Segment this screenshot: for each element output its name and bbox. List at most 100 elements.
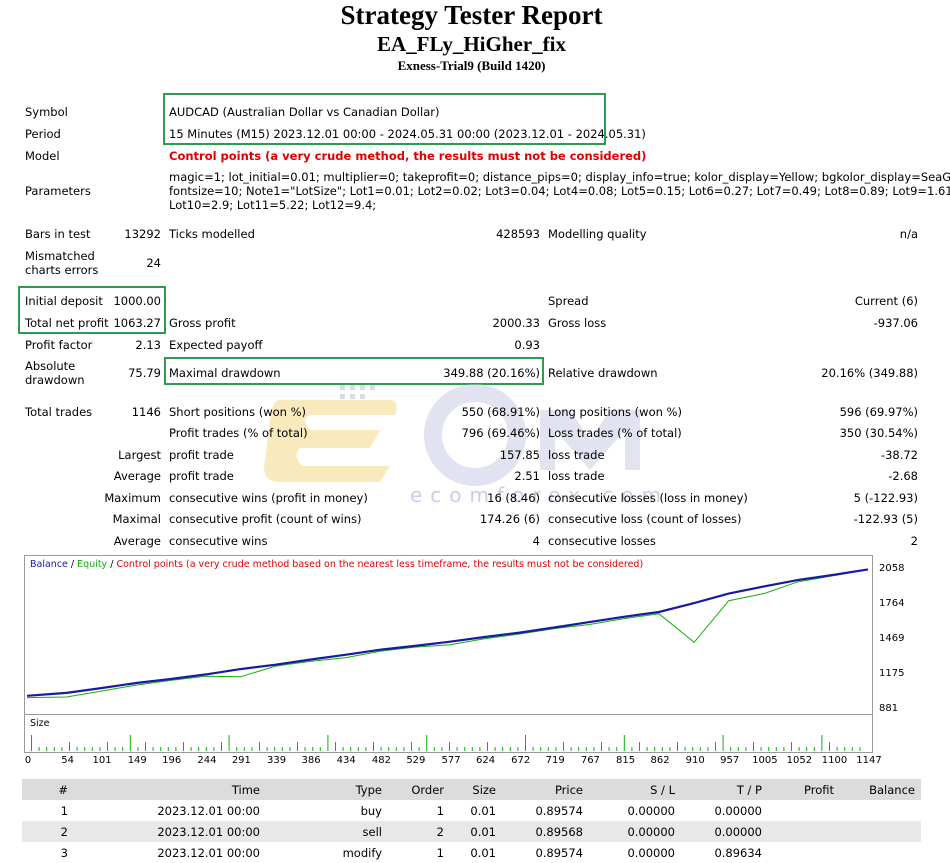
volume-bar bbox=[281, 747, 283, 751]
average-loss-label: loss trade bbox=[548, 469, 605, 483]
x-tick-label: 149 bbox=[127, 755, 147, 766]
volume-bar bbox=[479, 747, 481, 751]
rel-drawdown-label: Relative drawdown bbox=[548, 366, 658, 380]
period-value: 15 Minutes (M15) 2023.12.01 00:00 - 2024… bbox=[169, 127, 646, 141]
volume-bar bbox=[38, 747, 40, 751]
ea-name: EA_FLy_HiGher_fix bbox=[377, 32, 566, 56]
largest-loss-value: -38.72 bbox=[880, 448, 918, 462]
x-tick-label: 1005 bbox=[752, 755, 778, 766]
volume-bar bbox=[205, 747, 207, 751]
cell-number: 1 bbox=[60, 803, 68, 818]
size-volume-plot bbox=[31, 735, 861, 751]
volume-bar bbox=[259, 742, 260, 751]
loss-trades-label: Loss trades (% of total) bbox=[548, 426, 682, 440]
y-tick-label: 1175 bbox=[879, 668, 905, 680]
volume-bar bbox=[236, 747, 238, 751]
x-tick-label: 434 bbox=[336, 755, 356, 766]
max-consec-profit-label: consecutive profit (count of wins) bbox=[169, 512, 362, 526]
x-tick-label: 0 bbox=[24, 755, 32, 766]
largest-loss-label: loss trade bbox=[548, 448, 605, 462]
cell-balance bbox=[840, 821, 921, 842]
cell-type: sell bbox=[266, 821, 388, 842]
spread-label: Spread bbox=[548, 294, 589, 308]
balance-line bbox=[26, 568, 869, 697]
report-title: Strategy Tester Report bbox=[340, 0, 603, 30]
ecomforex-watermark: ecomforex.com bbox=[264, 384, 661, 507]
x-tick-label: 862 bbox=[650, 755, 670, 766]
volume-bar bbox=[84, 747, 86, 751]
volume-bar bbox=[221, 742, 222, 751]
col-profit: Profit bbox=[768, 779, 840, 800]
average-loss-value: -2.68 bbox=[888, 469, 918, 483]
volume-bar bbox=[167, 747, 169, 751]
abs-drawdown-label-1: Absolute bbox=[25, 359, 76, 373]
volume-bar bbox=[365, 747, 367, 751]
net-profit-label: Total net profit bbox=[25, 316, 109, 330]
cell-profit bbox=[768, 842, 840, 863]
x-tick-label: 482 bbox=[371, 755, 391, 766]
volume-bar bbox=[753, 742, 754, 751]
short-positions-value: 550 (68.91%) bbox=[461, 405, 540, 419]
equity-line bbox=[26, 569, 869, 699]
cell-size: 0.01 bbox=[450, 821, 502, 842]
volume-bar bbox=[707, 747, 709, 751]
volume-bar bbox=[578, 747, 580, 751]
volume-bar bbox=[342, 747, 344, 751]
highlight-deposit-net bbox=[18, 286, 166, 334]
parameters-line-1: magic=1; lot_initial=0.01; multiplier=0;… bbox=[169, 170, 950, 184]
highlight-max-drawdown bbox=[164, 357, 544, 385]
cell-number: 2 bbox=[22, 821, 74, 842]
volume-bar bbox=[395, 747, 397, 751]
volume-bar bbox=[53, 747, 55, 751]
y-tick-label: 1469 bbox=[879, 633, 905, 645]
volume-bar bbox=[69, 742, 70, 751]
volume-bar bbox=[547, 747, 549, 751]
x-tick-label: 101 bbox=[92, 755, 112, 766]
x-tick-label: 1100 bbox=[821, 755, 848, 766]
volume-bar bbox=[775, 747, 777, 751]
volume-bar bbox=[251, 747, 253, 751]
mismatch-value: 24 bbox=[146, 256, 161, 270]
x-tick-label: 910 bbox=[685, 755, 705, 766]
x-tick-label: 244 bbox=[197, 755, 217, 766]
volume-bar bbox=[487, 742, 488, 751]
volume-bar bbox=[418, 747, 420, 751]
long-positions-value: 596 (69.97%) bbox=[839, 405, 918, 419]
legend-separator-1: / bbox=[67, 559, 78, 570]
gross-profit-value: 2000.33 bbox=[492, 316, 540, 330]
mismatch-label-1: Mismatched bbox=[25, 249, 95, 263]
cell-time: 2023.12.01 00:00 bbox=[157, 803, 260, 818]
table-row: 2 2023.12.01 00:00 sell 2 0.01 0.89568 0… bbox=[22, 821, 921, 842]
volume-bar bbox=[646, 747, 648, 751]
profit-factor-value: 2.13 bbox=[135, 338, 161, 352]
volume-bar bbox=[357, 747, 359, 751]
col-tp: T / P bbox=[681, 779, 768, 800]
volume-bar bbox=[684, 747, 686, 751]
volume-bar bbox=[593, 747, 595, 751]
volume-bar bbox=[601, 742, 602, 751]
orders-header-row: # Time Type Order Size Price S / L T / P… bbox=[22, 779, 921, 800]
volume-bar bbox=[829, 742, 830, 751]
volume-bar bbox=[836, 747, 838, 751]
total-trades-label: Total trades bbox=[25, 405, 93, 419]
volume-bar bbox=[555, 747, 557, 751]
table-row: 3 2023.12.01 00:00 modify 1 0.01 0.89574… bbox=[22, 842, 921, 863]
maximal-label: Maximal bbox=[112, 512, 161, 526]
x-tick-label: 1052 bbox=[786, 755, 813, 766]
volume-bar bbox=[449, 742, 450, 751]
mismatch-label-2: charts errors bbox=[25, 263, 99, 277]
volume-bar bbox=[175, 747, 177, 751]
volume-bar bbox=[274, 747, 276, 751]
volume-bar bbox=[297, 742, 298, 751]
volume-bar bbox=[441, 747, 443, 751]
size-volume-chart: Size bbox=[24, 714, 873, 753]
average-consec-label: Average bbox=[113, 534, 161, 548]
gross-loss-label: Gross loss bbox=[548, 316, 607, 330]
volume-bar bbox=[851, 747, 853, 751]
cell-tp: 0.89634 bbox=[714, 845, 762, 860]
volume-bar bbox=[46, 747, 48, 751]
volume-bar bbox=[563, 742, 564, 751]
cell-profit bbox=[768, 821, 840, 842]
cell-size: 0.01 bbox=[470, 803, 496, 818]
rel-drawdown-value: 20.16% (349.88) bbox=[821, 366, 918, 380]
